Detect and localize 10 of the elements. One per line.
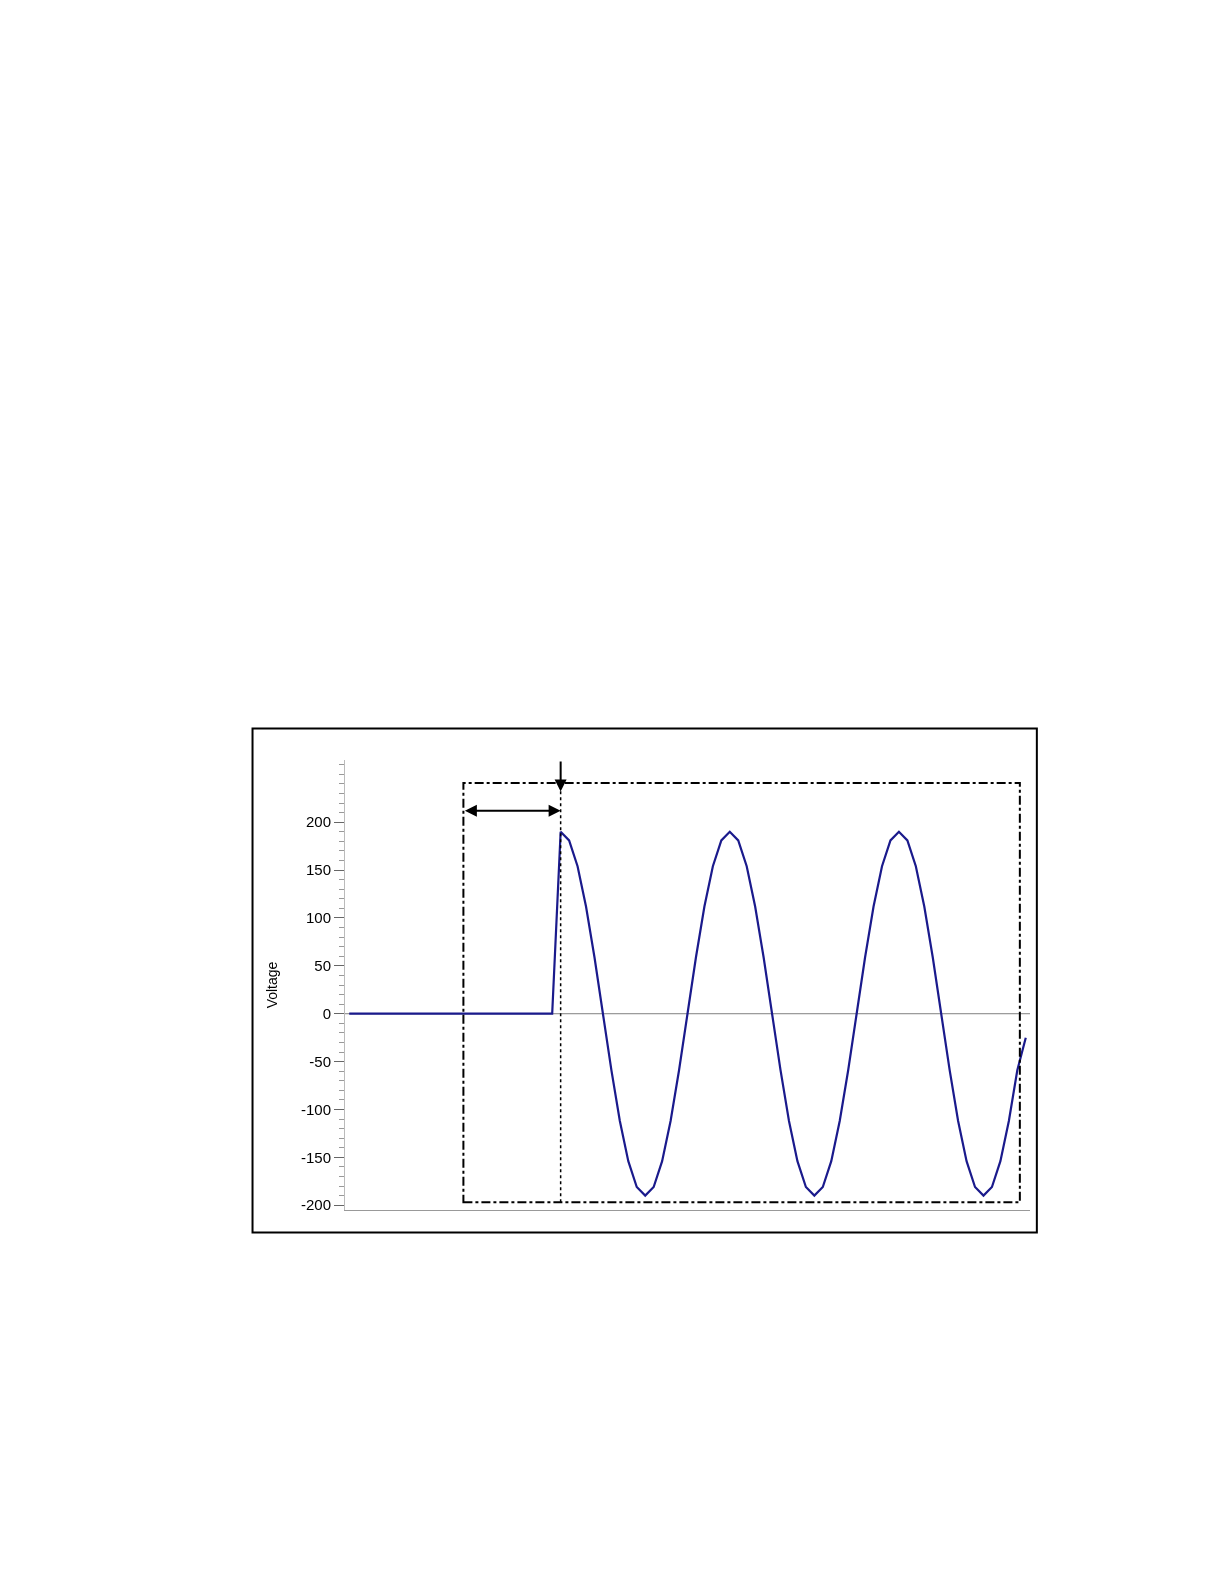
y-tick-label: 50 <box>314 957 331 975</box>
y-tick-label: -100 <box>300 1100 331 1118</box>
y-tick-label: -200 <box>300 1196 331 1214</box>
y-tick-label: -150 <box>300 1148 331 1166</box>
y-tick-label: 150 <box>305 861 331 879</box>
y-tick-label: -50 <box>309 1052 331 1070</box>
y-tick-label: 200 <box>305 813 331 831</box>
y-tick-label: 100 <box>305 909 331 927</box>
y-axis-title: Voltage <box>263 961 280 1009</box>
y-tick-label: 0 <box>322 1004 331 1022</box>
